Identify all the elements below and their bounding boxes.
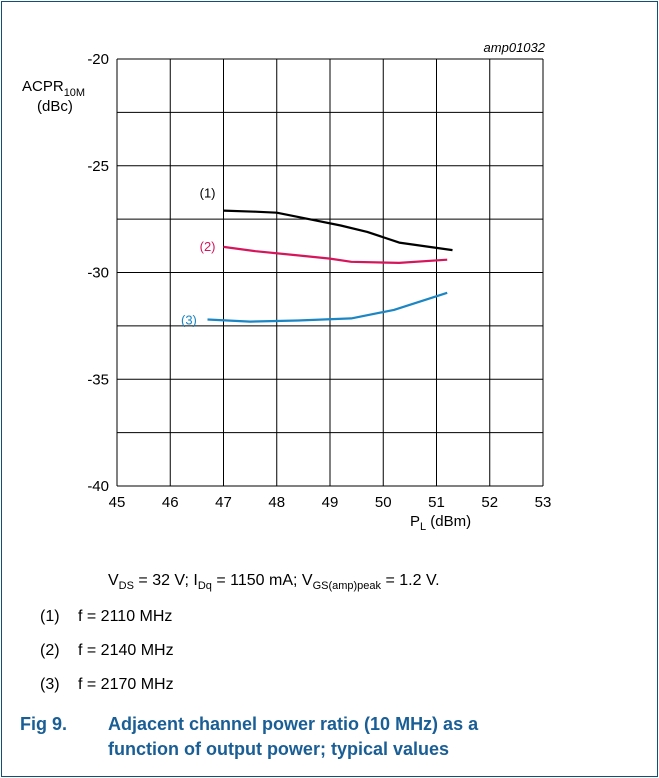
series-line-1 <box>223 209 453 252</box>
y-tick-label: -20 <box>87 51 109 68</box>
figure-id: amp01032 <box>484 40 546 55</box>
x-axis-label: PL (dBm) <box>410 513 471 533</box>
series-label-3: (3) <box>181 313 197 328</box>
y-tick-label: -30 <box>87 265 109 282</box>
series-label-1: (1) <box>200 186 216 201</box>
x-tick-label: 48 <box>268 494 285 511</box>
x-tick-label: 45 <box>109 494 126 511</box>
legend-item-3: (3) f = 2170 MHz <box>40 676 174 693</box>
x-tick-label: 52 <box>481 494 498 511</box>
figure-number: Fig 9. <box>20 714 68 734</box>
chart: 45 46 47 48 49 50 51 52 53 -20 -25 -30 -35 -40 ACPR10… <box>22 40 551 533</box>
y-tick-label: -35 <box>87 371 109 388</box>
series-line-3 <box>207 291 448 323</box>
x-tick-label: 47 <box>215 494 232 511</box>
series-line-2 <box>223 245 448 264</box>
y-tick-label: -25 <box>87 158 109 175</box>
x-tick-label: 49 <box>322 494 339 511</box>
x-tick-label: 46 <box>162 494 179 511</box>
x-tick-label: 53 <box>535 494 552 511</box>
chart-labels: ACPR10M(dBc) PL (dBm) amp01032 (1) (2) (3) <box>22 40 546 533</box>
legend-item-2: (2) f = 2140 MHz <box>40 642 174 659</box>
chart-ticks: 45 46 47 48 49 50 51 52 53 -20 -25 -30 -35 -40 <box>87 51 551 511</box>
chart-grid <box>116 58 544 487</box>
series-label-2: (2) <box>200 239 216 254</box>
y-axis-label: ACPR10M <box>22 78 85 99</box>
y-axis-unit: (dBc) <box>37 98 73 115</box>
y-tick-label: -40 <box>87 478 109 495</box>
figure-title: Adjacent channel power ratio (10 MHz) as… <box>108 714 479 759</box>
x-tick-label: 50 <box>375 494 392 511</box>
chart-lines <box>207 209 453 323</box>
legend-item-1: (1) f = 2110 MHz <box>40 608 173 625</box>
x-tick-label: 51 <box>428 494 445 511</box>
bias-conditions: VDS = 32 V; IDq = 1150 mA; VGS(amp)peak … <box>108 572 440 592</box>
